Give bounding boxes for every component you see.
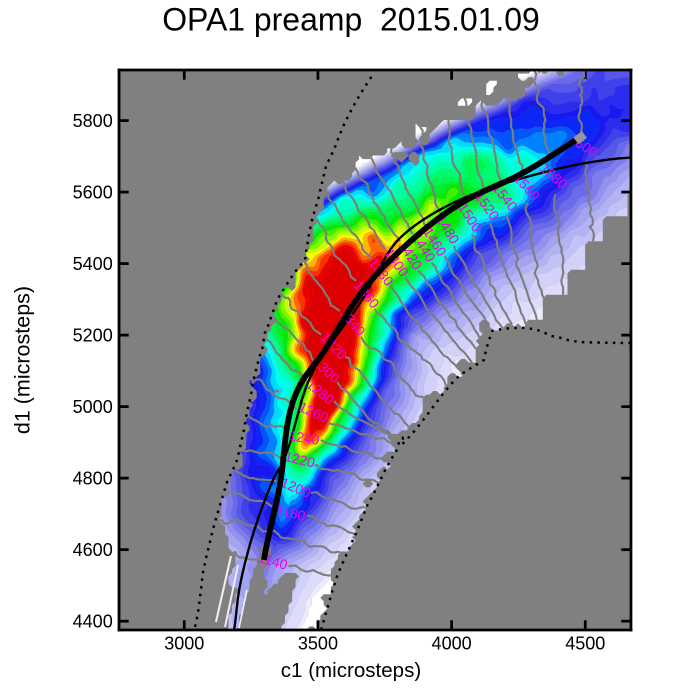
svg-text:5800: 5800	[73, 111, 113, 131]
svg-text:1220: 1220	[283, 448, 317, 471]
svg-text:3500: 3500	[298, 633, 338, 653]
svg-text:4000: 4000	[432, 633, 472, 653]
svg-text:5000: 5000	[73, 397, 113, 417]
svg-text:4400: 4400	[73, 612, 113, 632]
svg-text:4800: 4800	[73, 469, 113, 489]
svg-text:5600: 5600	[73, 183, 113, 203]
svg-text:4500: 4500	[565, 633, 605, 653]
svg-text:d1 (microsteps): d1 (microsteps)	[11, 286, 35, 434]
svg-text:c1 (microsteps): c1 (microsteps)	[281, 659, 421, 682]
svg-text:OPA1 preamp 2015.01.09: OPA1 preamp 2015.01.09	[162, 1, 540, 37]
svg-text:1240: 1240	[288, 427, 321, 448]
svg-text:1180: 1180	[274, 501, 307, 524]
svg-text:5200: 5200	[73, 326, 113, 346]
svg-text:5400: 5400	[73, 254, 113, 274]
svg-text:4600: 4600	[73, 540, 113, 560]
svg-text:3000: 3000	[164, 633, 204, 653]
